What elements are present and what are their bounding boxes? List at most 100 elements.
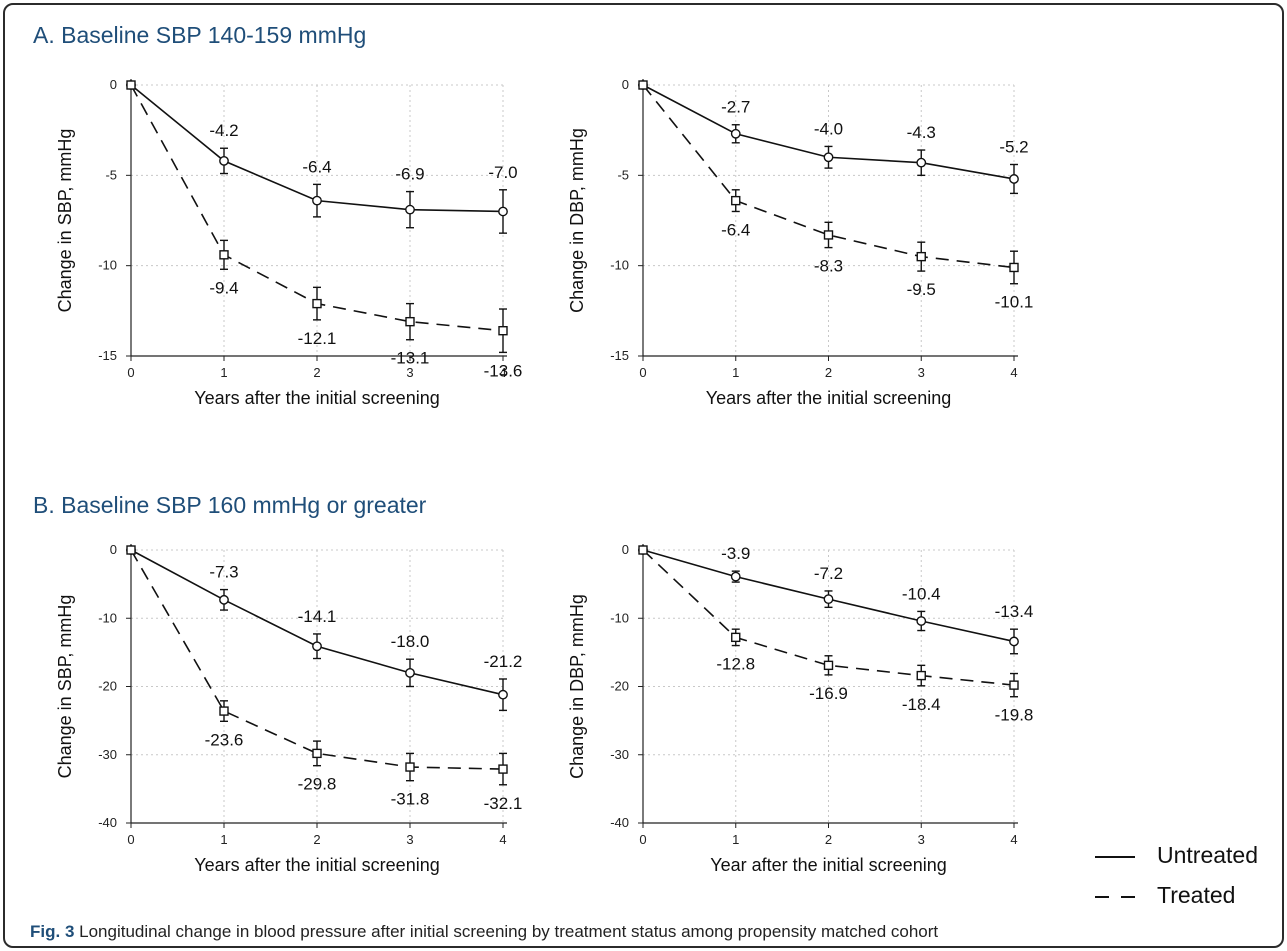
data-point-circle [730, 128, 741, 139]
x-tick-label: 4 [499, 832, 506, 847]
data-point-circle [405, 667, 415, 678]
data-point-circle [916, 616, 927, 626]
y-tick-label: -10 [98, 610, 117, 625]
data-label: -12.1 [298, 329, 337, 348]
y-tick-label: -40 [98, 815, 117, 830]
data-label: -21.2 [484, 652, 523, 671]
series-treated: -12.8 -16.9 -18.4 -19.8 [638, 545, 1034, 725]
caption-label: Fig. 3 [30, 922, 75, 941]
data-point-circle [312, 641, 322, 652]
y-axis-title: Change in DBP, mmHg [567, 594, 587, 779]
x-tick-label: 2 [825, 832, 832, 847]
legend-label-treated: Treated [1157, 882, 1236, 908]
series-untreated: -7.3 -14.1 -18.0 -21.2 [126, 545, 523, 712]
panel-b-title: B. Baseline SBP 160 mmHg or greater [33, 492, 427, 518]
data-point-circle [498, 689, 508, 700]
data-point-square [219, 706, 229, 716]
data-label: -9.4 [209, 278, 238, 297]
data-label: -9.5 [907, 280, 936, 299]
y-tick-label: 0 [622, 542, 629, 557]
solid-line-swatch [1095, 856, 1135, 858]
data-label: -10.4 [902, 584, 941, 603]
y-tick-label: -15 [98, 348, 117, 363]
series-treated: -23.6 -29.8 -31.8 -32.1 [126, 545, 523, 813]
data-point-square [405, 762, 415, 772]
y-tick-label: -10 [98, 258, 117, 273]
chart-4: 0 1 2 3 4 0 -10 -20 -30 -40 Year after the initial… [567, 542, 1033, 875]
figure-frame [3, 3, 1284, 948]
data-point-square [823, 660, 834, 671]
y-axis-title: Change in SBP, mmHg [55, 595, 75, 779]
data-label: -18.4 [902, 695, 941, 714]
y-tick-label: -15 [610, 348, 629, 363]
x-tick-label: 0 [639, 832, 646, 847]
data-point-square [916, 670, 926, 681]
data-point-circle [916, 157, 927, 168]
series-untreated: -4.2 -6.4 -6.9 -7.0 [126, 80, 518, 234]
data-label: -4.2 [209, 121, 238, 140]
data-point-square [312, 748, 322, 759]
x-tick-label: 3 [406, 365, 413, 380]
x-tick-label: 1 [732, 365, 739, 380]
legend-item-treated: Treated [1095, 882, 1285, 912]
x-tick-label: 2 [313, 365, 320, 380]
x-axis-title: Years after the initial screening [706, 388, 951, 408]
data-label: -16.9 [809, 684, 848, 703]
data-point-circle [823, 594, 834, 605]
data-point-circle [219, 594, 229, 605]
data-point-circle [823, 152, 834, 163]
data-point-circle [405, 204, 415, 215]
data-point-square [219, 250, 229, 260]
data-point-circle [312, 195, 322, 206]
x-tick-label: 3 [406, 832, 413, 847]
data-label: -4.3 [907, 123, 936, 142]
x-tick-label: 2 [825, 365, 832, 380]
data-point-square [916, 251, 926, 262]
legend-label-untreated: Untreated [1157, 842, 1259, 868]
y-tick-label: 0 [110, 542, 117, 557]
data-label: -23.6 [205, 730, 244, 749]
data-label: -19.8 [995, 706, 1034, 725]
data-point-square [731, 195, 741, 206]
x-axis-title: Years after the initial screening [194, 855, 439, 875]
x-tick-label: 0 [127, 832, 134, 847]
caption-text: Longitudinal change in blood pressure af… [74, 922, 939, 941]
data-label: -6.4 [721, 220, 750, 239]
x-tick-label: 1 [220, 365, 227, 380]
x-tick-label: 1 [732, 832, 739, 847]
y-axis-title: Change in DBP, mmHg [567, 128, 587, 313]
x-tick-label: 2 [313, 832, 320, 847]
chart-3: 0 1 2 3 4 0 -10 -20 -30 -40 Years after the initia… [55, 542, 522, 875]
x-tick-label: 4 [499, 365, 506, 380]
x-axis-title: Year after the initial screening [710, 855, 946, 875]
y-tick-label: -20 [610, 679, 629, 694]
data-label: -10.1 [995, 293, 1034, 312]
y-tick-label: 0 [110, 77, 117, 92]
x-axis-title: Years after the initial screening [194, 388, 439, 408]
data-label: -7.0 [488, 163, 517, 182]
data-label: -5.2 [999, 137, 1028, 156]
data-point-square [312, 298, 322, 309]
x-tick-label: 3 [918, 365, 925, 380]
data-label: -6.4 [302, 157, 331, 176]
y-tick-label: -40 [610, 815, 629, 830]
data-point-circle [1009, 636, 1019, 647]
series-treated: -9.4 -12.1 -13.1 -13.6 [126, 80, 523, 380]
data-point-circle [1009, 174, 1019, 184]
x-tick-label: 0 [127, 365, 134, 380]
chart-2: 0 1 2 3 4 0 -5 -10 -15 Years after the initial sc… [567, 77, 1033, 408]
series-untreated: -3.9 -7.2 -10.4 -13.4 [638, 544, 1033, 655]
data-label: -29.8 [298, 775, 337, 794]
data-point-circle [730, 571, 741, 582]
data-label: -13.6 [484, 361, 523, 380]
data-label: -31.8 [391, 790, 430, 809]
data-point-square [638, 80, 648, 90]
data-label: -32.1 [484, 794, 523, 813]
data-point-square [1009, 680, 1019, 690]
x-tick-label: 1 [220, 832, 227, 847]
series-line [642, 549, 1015, 686]
data-point-square [1009, 262, 1019, 273]
data-label: -3.9 [721, 544, 750, 563]
